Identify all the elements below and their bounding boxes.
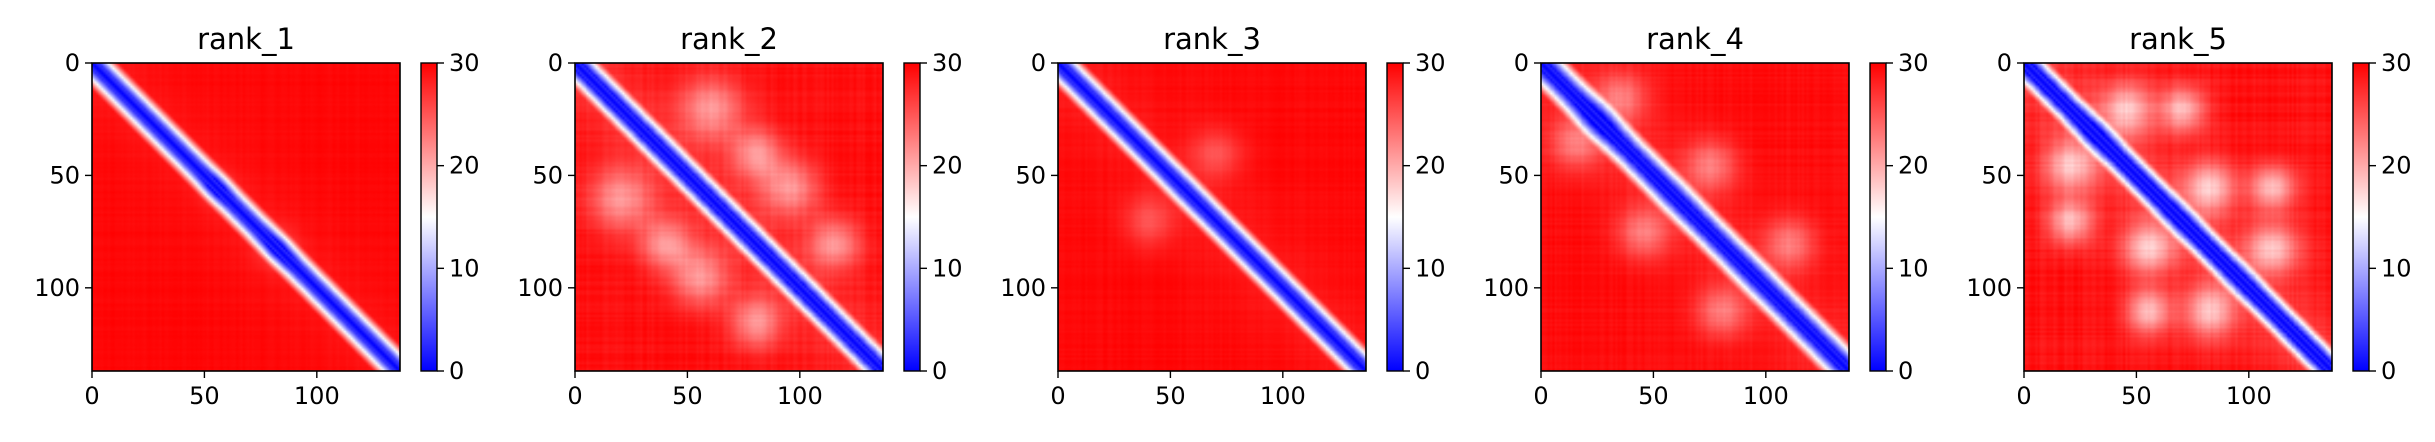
x-tick-label: 0 bbox=[1533, 382, 1548, 410]
panel-title: rank_1 bbox=[197, 22, 295, 56]
heatmap-frame bbox=[2023, 62, 2333, 372]
colorbar-tick-label: 0 bbox=[449, 357, 464, 385]
y-tick-label: 50 bbox=[1015, 161, 1046, 189]
heatmap-image bbox=[92, 63, 400, 371]
x-tick-label: 50 bbox=[1155, 382, 1186, 410]
x-tick-label: 0 bbox=[84, 382, 99, 410]
panel-title: rank_5 bbox=[2129, 22, 2227, 56]
heatmap-image bbox=[1541, 63, 1849, 371]
y-tick-label: 100 bbox=[517, 274, 563, 302]
x-tick-label: 50 bbox=[672, 382, 703, 410]
x-tick-label: 100 bbox=[2226, 382, 2272, 410]
colorbar-tick-label: 30 bbox=[1415, 49, 1446, 77]
colorbar-tick-label: 20 bbox=[1898, 152, 1929, 180]
colorbar-tick-label: 20 bbox=[2381, 152, 2412, 180]
panel-3: rank_3 0 50 100 0 50 100 0 10 20 30 bbox=[1000, 22, 1445, 410]
panel-title: rank_4 bbox=[1646, 22, 1744, 56]
y-tick-label: 100 bbox=[34, 274, 80, 302]
colorbar bbox=[1869, 62, 1887, 372]
x-tick-label: 50 bbox=[2121, 382, 2152, 410]
y-tick-label: 0 bbox=[65, 49, 80, 77]
colorbar-tick-label: 0 bbox=[932, 357, 947, 385]
panel-title: rank_3 bbox=[1163, 22, 1261, 56]
x-tick-label: 100 bbox=[777, 382, 823, 410]
heatmap-image bbox=[1058, 63, 1366, 371]
y-tick-label: 0 bbox=[1997, 49, 2012, 77]
panel-2: rank_2 0 50 100 0 50 100 0 10 20 30 bbox=[517, 22, 962, 410]
x-tick-label: 50 bbox=[189, 382, 220, 410]
colorbar bbox=[903, 62, 921, 372]
y-tick-label: 100 bbox=[1000, 274, 1046, 302]
colorbar-tick-label: 0 bbox=[1415, 357, 1430, 385]
colorbar-tick-label: 30 bbox=[1898, 49, 1929, 77]
y-tick-label: 50 bbox=[532, 161, 563, 189]
colorbar-tick-label: 30 bbox=[932, 49, 963, 77]
heatmap-frame bbox=[574, 62, 884, 372]
x-tick-label: 100 bbox=[1260, 382, 1306, 410]
colorbar-tick-label: 10 bbox=[1415, 254, 1446, 282]
y-tick-label: 0 bbox=[1031, 49, 1046, 77]
colorbar-tick-label: 30 bbox=[449, 49, 480, 77]
panel-title: rank_2 bbox=[680, 22, 778, 56]
y-tick-label: 100 bbox=[1483, 274, 1529, 302]
colorbar-tick-label: 0 bbox=[1898, 357, 1913, 385]
heatmap-image bbox=[575, 63, 883, 371]
x-tick-label: 0 bbox=[567, 382, 582, 410]
heatmap-image bbox=[2024, 63, 2332, 371]
heatmap-frame bbox=[1057, 62, 1367, 372]
panel-4: rank_4 0 50 100 0 50 100 0 10 20 30 bbox=[1483, 22, 1928, 410]
x-tick-label: 50 bbox=[1638, 382, 1669, 410]
x-tick-label: 100 bbox=[294, 382, 340, 410]
y-tick-label: 0 bbox=[1514, 49, 1529, 77]
colorbar bbox=[2352, 62, 2370, 372]
colorbar-tick-label: 20 bbox=[1415, 152, 1446, 180]
colorbar-tick-label: 0 bbox=[2381, 357, 2396, 385]
y-tick-label: 50 bbox=[49, 161, 80, 189]
y-tick-label: 100 bbox=[1966, 274, 2012, 302]
colorbar-tick-label: 10 bbox=[1898, 254, 1929, 282]
colorbar-tick-label: 20 bbox=[932, 152, 963, 180]
y-tick-label: 0 bbox=[548, 49, 563, 77]
y-tick-label: 50 bbox=[1981, 161, 2012, 189]
colorbar bbox=[1386, 62, 1404, 372]
y-tick-label: 50 bbox=[1498, 161, 1529, 189]
x-tick-label: 0 bbox=[1050, 382, 1065, 410]
colorbar-tick-label: 10 bbox=[2381, 254, 2412, 282]
x-tick-label: 100 bbox=[1743, 382, 1789, 410]
panel-5: rank_5 0 50 100 0 50 100 0 10 20 30 bbox=[1966, 22, 2411, 410]
heatmap-frame bbox=[1540, 62, 1850, 372]
colorbar-tick-label: 10 bbox=[449, 254, 480, 282]
colorbar-tick-label: 10 bbox=[932, 254, 963, 282]
heatmap-frame bbox=[91, 62, 401, 372]
x-tick-label: 0 bbox=[2016, 382, 2031, 410]
colorbar-tick-label: 20 bbox=[449, 152, 480, 180]
panel-1: rank_1 0 50 100 0 50 100 0 10 20 30 bbox=[34, 22, 479, 410]
colorbar bbox=[420, 62, 438, 372]
colorbar-tick-label: 30 bbox=[2381, 49, 2412, 77]
